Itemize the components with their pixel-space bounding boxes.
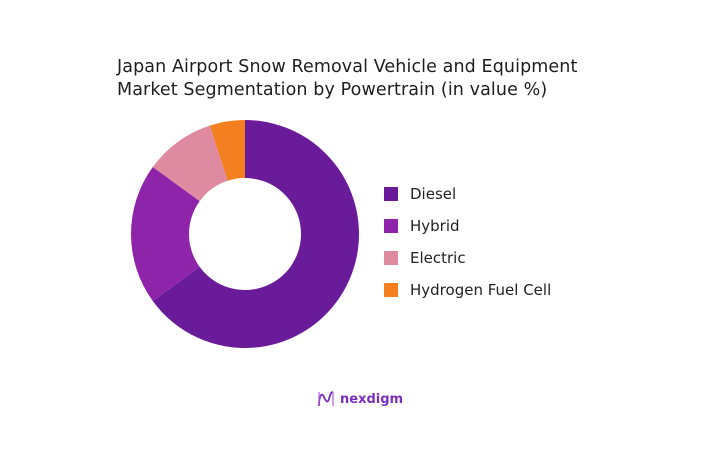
legend-swatch bbox=[384, 187, 398, 201]
legend-swatch bbox=[384, 219, 398, 233]
legend-item-diesel: Diesel bbox=[384, 178, 551, 210]
donut-chart bbox=[131, 120, 359, 348]
legend-label: Electric bbox=[410, 249, 466, 267]
legend-label: Hybrid bbox=[410, 217, 460, 235]
donut-slice-diesel bbox=[152, 120, 359, 348]
legend-label: Diesel bbox=[410, 185, 457, 203]
legend-swatch bbox=[384, 283, 398, 297]
nexdigm-wave-icon bbox=[318, 391, 334, 407]
donut-slice-hydrogen-fuel-cell bbox=[209, 120, 245, 181]
legend-label: Hydrogen Fuel Cell bbox=[410, 281, 552, 299]
chart-title-line-1: Japan Airport Snow Removal Vehicle and E… bbox=[117, 57, 578, 77]
chart-title: Japan Airport Snow Removal Vehicle and E… bbox=[117, 56, 577, 102]
legend-swatch bbox=[384, 251, 398, 265]
donut-slice-hybrid bbox=[131, 166, 200, 302]
chart-legend: Diesel Hybrid Electric Hydrogen Fuel Cel… bbox=[384, 178, 551, 306]
legend-item-hybrid: Hybrid bbox=[384, 210, 551, 242]
donut-slice-electric bbox=[152, 125, 228, 202]
logo-text: nexdigm bbox=[340, 391, 404, 407]
nexdigm-logo: nexdigm bbox=[316, 389, 403, 409]
chart-title-line-2: Market Segmentation by Powertrain (in va… bbox=[117, 80, 548, 100]
legend-item-hydrogen-fuel-cell: Hydrogen Fuel Cell bbox=[384, 274, 551, 306]
legend-item-electric: Electric bbox=[384, 242, 551, 274]
